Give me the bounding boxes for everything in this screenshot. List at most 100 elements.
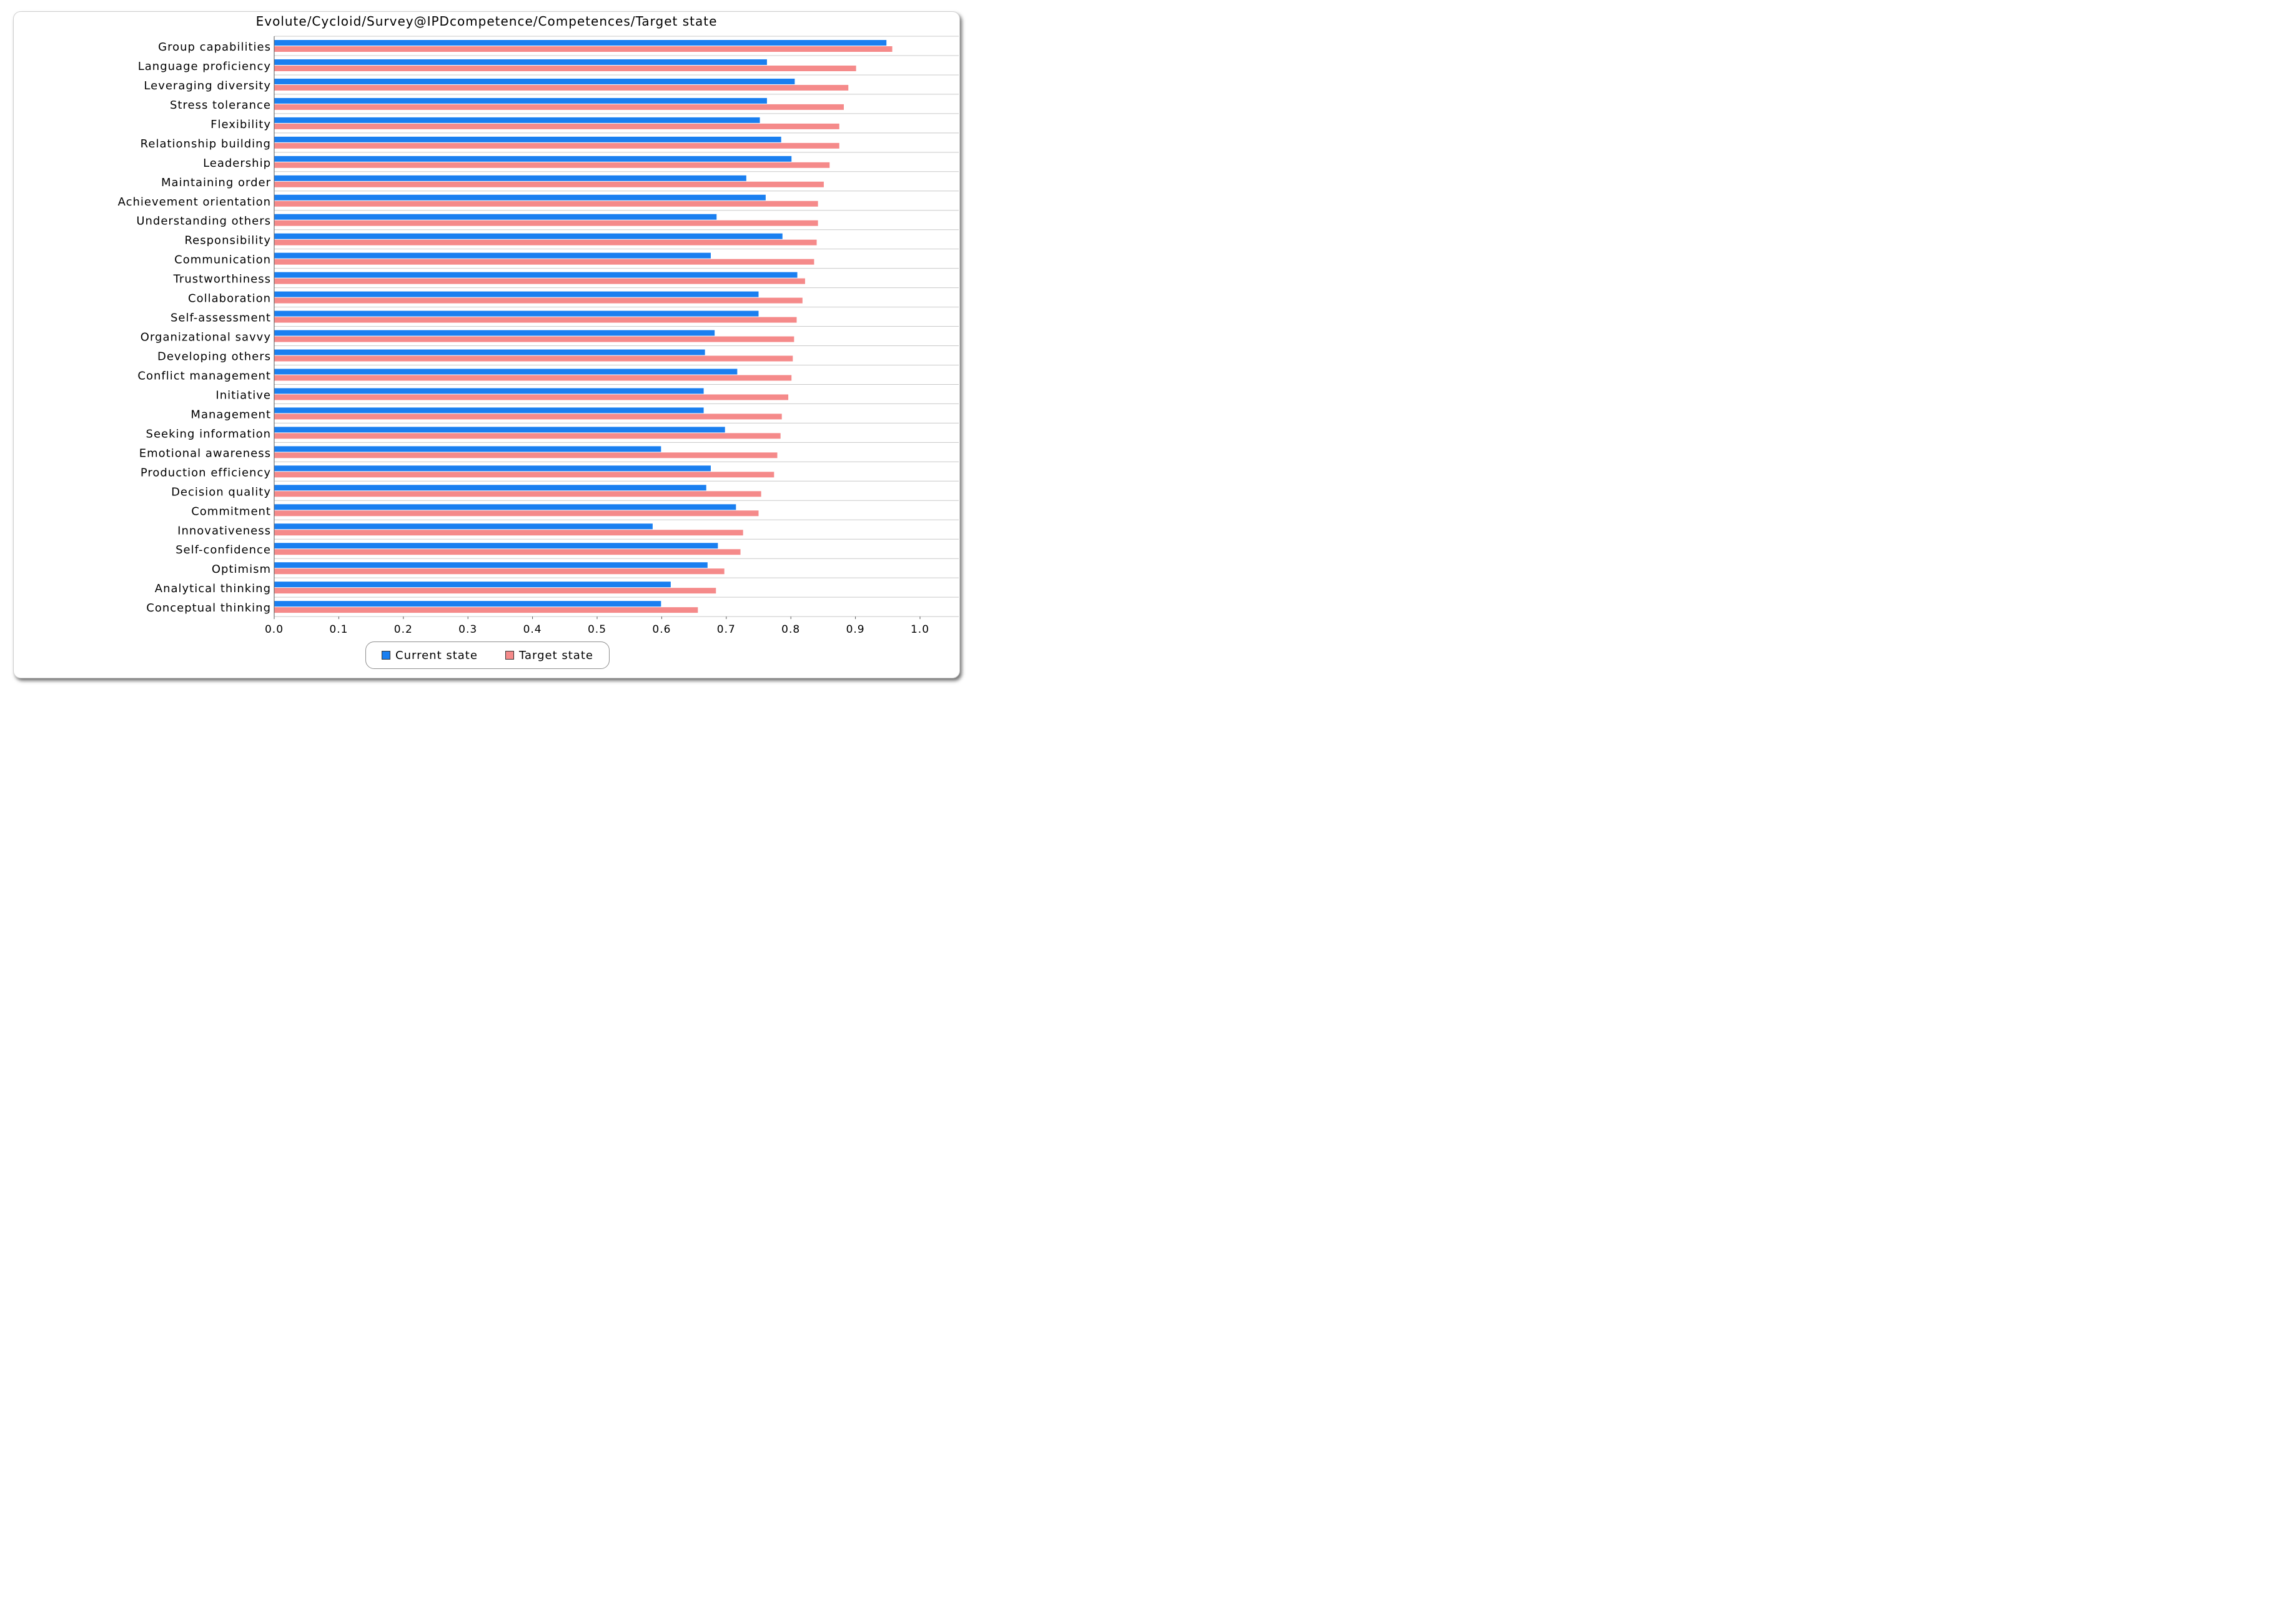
legend-swatch-target (505, 651, 514, 660)
category-label: Self-assessment (171, 312, 271, 325)
bar-target-state (274, 549, 741, 555)
category-label: Flexibility (210, 118, 271, 131)
bar-current-state (274, 97, 767, 104)
bar-target-state (274, 297, 803, 304)
category-label: Decision quality (171, 485, 271, 498)
bar-current-state (274, 252, 711, 259)
x-tick-label: 0.2 (394, 623, 413, 636)
category-label: Production efficiency (141, 466, 271, 479)
category-label: Communication (174, 254, 271, 267)
bar-current-state (274, 407, 704, 413)
bar-current-state (274, 504, 736, 510)
bar-target-state (274, 278, 805, 284)
bar-current-state (274, 388, 704, 394)
x-tick-label: 1.0 (911, 623, 929, 636)
category-label: Leadership (203, 157, 271, 170)
category-label: Trustworthiness (173, 273, 271, 286)
bar-target-state (274, 433, 781, 439)
x-tick-label: 0.8 (781, 623, 800, 636)
bar-target-state (274, 472, 774, 478)
bar-target-state (274, 394, 789, 400)
bar-target-state (274, 588, 716, 594)
x-tick-label: 0.3 (458, 623, 477, 636)
bars-layer (274, 40, 893, 613)
bar-current-state (274, 214, 717, 220)
category-label: Innovativeness (177, 524, 271, 537)
category-label: Understanding others (136, 215, 271, 228)
bar-target-state (274, 181, 824, 187)
bar-current-state (274, 136, 781, 142)
bar-current-state (274, 272, 798, 278)
category-label: Leveraging diversity (144, 79, 271, 92)
bar-current-state (274, 175, 746, 181)
x-tick-label: 0.4 (523, 623, 542, 636)
x-tick-label: 0.6 (652, 623, 671, 636)
category-label: Analytical thinking (155, 582, 271, 595)
x-axis-ticks: 0.0 0.1 0.2 0.3 0.4 0.5 0.6 0.7 0.8 0.9 1.0 (265, 616, 929, 636)
bar-target-state (274, 530, 743, 536)
category-label: Seeking information (146, 427, 271, 440)
bar-current-state (274, 523, 653, 530)
chart-title: Evolute/Cycloid/Survey@IPDcompetence/Com… (255, 14, 718, 29)
category-label: Conceptual thinking (146, 602, 271, 615)
category-label: Management (191, 408, 271, 421)
bar-current-state (274, 562, 708, 568)
bar-target-state (274, 317, 797, 323)
bar-current-state (274, 156, 792, 162)
bar-target-state (274, 355, 793, 362)
category-label: Collaboration (188, 292, 271, 305)
x-tick-label: 0.0 (265, 623, 284, 636)
category-label: Commitment (191, 505, 271, 518)
bar-target-state (274, 510, 759, 517)
legend-label-current: Current state (395, 648, 478, 662)
category-label: Initiative (215, 389, 271, 402)
bar-target-state (274, 162, 830, 168)
bar-target-state (274, 491, 761, 497)
legend: Current state Target state (365, 641, 610, 669)
category-label: Organizational savvy (141, 331, 271, 344)
bar-current-state (274, 582, 671, 588)
bar-target-state (274, 375, 792, 381)
legend-swatch-current (382, 651, 391, 660)
bar-target-state (274, 239, 817, 245)
bar-current-state (274, 427, 725, 433)
bar-current-state (274, 330, 715, 336)
category-label: Emotional awareness (139, 447, 271, 460)
category-labels: Group capabilities Language proficiency Le… (118, 41, 271, 615)
category-label: Conflict management (137, 369, 271, 382)
bar-target-state (274, 46, 893, 52)
bar-current-state (274, 601, 661, 607)
x-tick-label: 0.7 (717, 623, 736, 636)
bar-target-state (274, 142, 839, 149)
category-label: Responsibility (184, 234, 271, 247)
bar-current-state (274, 349, 705, 355)
bar-target-state (274, 452, 778, 458)
category-label: Optimism (212, 563, 271, 576)
category-label: Language proficiency (138, 60, 271, 73)
bar-target-state (274, 104, 844, 110)
bar-current-state (274, 233, 783, 239)
bar-current-state (274, 78, 795, 84)
bar-target-state (274, 413, 782, 420)
category-label: Relationship building (141, 137, 271, 151)
bar-current-state (274, 369, 738, 375)
bar-target-state (274, 201, 818, 207)
bar-target-state (274, 220, 818, 226)
legend-item-target: Target state (505, 649, 593, 662)
bar-current-state (274, 465, 711, 472)
bar-current-state (274, 485, 706, 491)
grid-layer (274, 36, 959, 617)
category-label: Group capabilities (158, 41, 271, 54)
category-label: Stress tolerance (170, 99, 271, 112)
legend-label-target: Target state (518, 648, 593, 662)
bar-target-state (274, 123, 839, 129)
bar-current-state (274, 40, 887, 46)
bar-current-state (274, 310, 759, 317)
bar-current-state (274, 117, 760, 123)
bar-current-state (274, 446, 661, 452)
category-label: Achievement orientation (118, 196, 271, 209)
x-tick-label: 0.1 (329, 623, 348, 636)
x-tick-label: 0.5 (588, 623, 606, 636)
category-label: Maintaining order (161, 176, 271, 189)
category-label: Self-confidence (176, 543, 271, 557)
